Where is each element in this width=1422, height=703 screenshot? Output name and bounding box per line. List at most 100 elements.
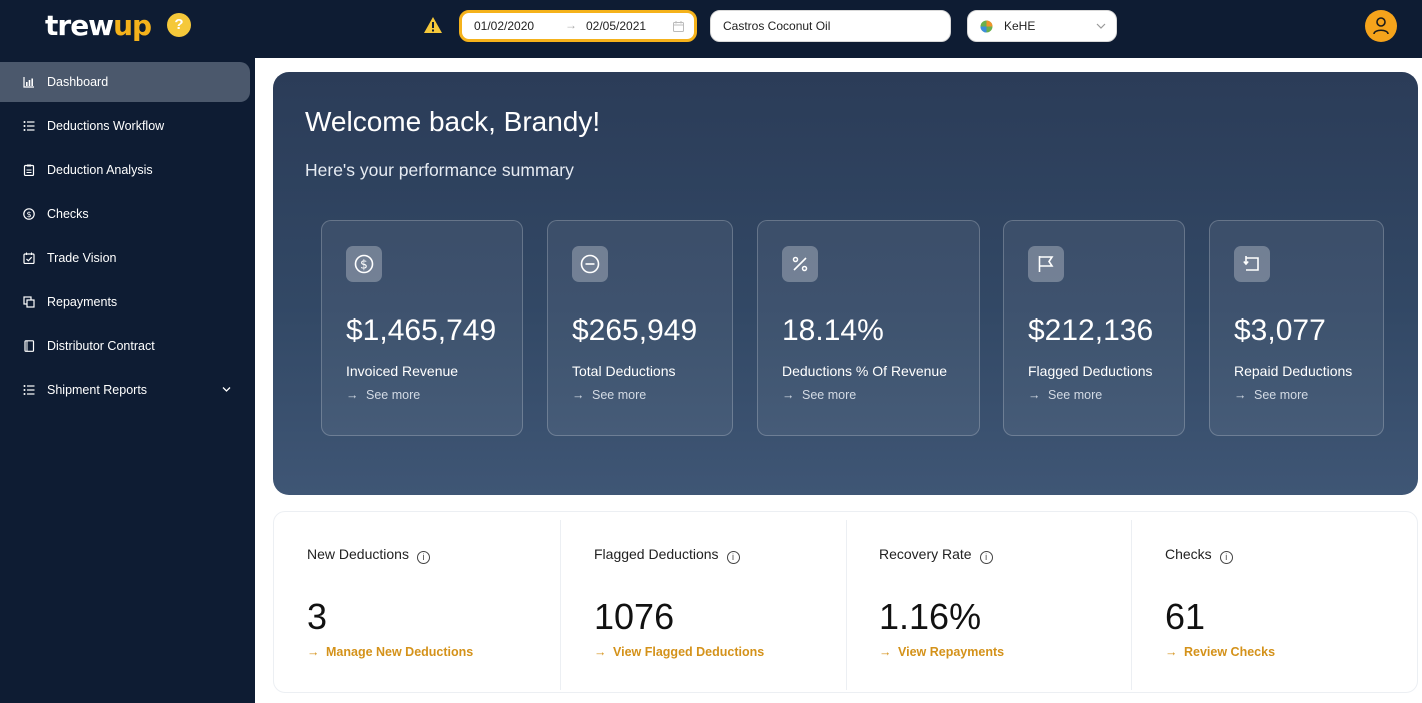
review-checks-link[interactable]: → Review Checks [1165,645,1275,659]
sidebar-item-label: Distributor Contract [47,339,155,353]
info-icon[interactable]: i [979,551,993,564]
kpi-new-deductions: New Deductions i 3 → Manage New Deductions [274,512,561,692]
sidebar-item-shipment-reports[interactable]: Shipment Reports [0,370,250,410]
kpi-title: Recovery Rate i [879,546,993,564]
card-label: Invoiced Revenue [346,363,459,379]
card-label: Total Deductions [572,363,676,379]
card-label: Deductions % Of Revenue [782,363,947,379]
kpi-title-text: Flagged Deductions [594,546,719,562]
see-more-link[interactable]: → See more [346,388,420,402]
user-avatar-button[interactable] [1365,10,1397,42]
sidebar-item-deduction-analysis[interactable]: Deduction Analysis [0,150,250,190]
kpi-title-text: Recovery Rate [879,546,972,562]
book-icon [24,340,35,352]
see-more-link[interactable]: → See more [572,388,646,402]
card-icon-box: $ [346,246,382,282]
user-icon [1373,17,1389,35]
card-icon-box [1234,246,1270,282]
see-more-label: See more [1254,388,1309,402]
minus-circle-icon [580,254,600,274]
info-icon[interactable]: i [1219,551,1233,564]
svg-text:$: $ [26,210,31,219]
distributor-select[interactable]: KeHE [967,10,1117,42]
see-more-link[interactable]: → See more [1028,388,1102,402]
calendar-check-icon [23,252,35,264]
welcome-heading: Welcome back, Brandy! [305,106,601,137]
sidebar-item-label: Deduction Analysis [47,163,153,177]
see-more-label: See more [1048,388,1103,402]
sidebar-item-label: Repayments [47,295,118,309]
sidebar-item-trade-vision[interactable]: Trade Vision [0,238,250,278]
performance-summary-panel: Welcome back, Brandy! Here's your perfor… [273,72,1418,495]
flagged-deductions-card[interactable]: $212,136 Flagged Deductions → See more [1003,220,1185,436]
kpi-link-label: Manage New Deductions [326,645,474,659]
see-more-link[interactable]: → See more [782,388,856,402]
arrow-right-icon: → [1028,388,1041,402]
card-icon-box [1028,246,1064,282]
percent-icon [792,256,808,272]
kpi-recovery-rate: Recovery Rate i 1.16% → View Repayments [846,512,1132,692]
list-icon [23,385,35,395]
sidebar-item-repayments[interactable]: Repayments [0,282,250,322]
total-deductions-card[interactable]: $265,949 Total Deductions → See more [547,220,733,436]
arrow-right-icon: → [879,645,892,659]
arrow-right-icon: → [1165,645,1178,659]
manage-new-deductions-link[interactable]: → Manage New Deductions [307,645,473,659]
clipboard-icon [23,164,35,176]
kpi-flagged-deductions: Flagged Deductions i 1076 → View Flagged D… [561,512,847,692]
view-repayments-link[interactable]: → View Repayments [879,645,1004,659]
sidebar-item-label: Dashboard [47,75,109,89]
trewup-logo[interactable]: trewup [45,9,152,43]
flag-icon [1038,256,1054,272]
list-icon [23,121,35,131]
see-more-link[interactable]: → See more [1234,388,1308,402]
warning-icon[interactable] [423,16,443,34]
sidebar-item-dashboard[interactable]: Dashboard [0,62,250,102]
date-end-input[interactable]: 02/05/2021 [586,19,647,33]
divider [560,520,561,690]
top-bar: trewup ? 01/02/2020 → 02/05/2021 Castros… [0,0,1422,58]
chevron-down-icon[interactable] [222,386,231,393]
logo-text-accent: up [113,9,152,42]
help-button[interactable]: ? [167,13,191,37]
card-value: $1,465,749 [346,314,497,347]
card-value: 18.14% [782,314,884,347]
date-range-arrow: → [565,18,577,32]
card-icon-box [782,246,818,282]
repaid-deductions-card[interactable]: $3,077 Repaid Deductions → See more [1209,220,1384,436]
deductions-percent-card[interactable]: 18.14% Deductions % Of Revenue → See more [757,220,980,436]
distributor-select-value: KeHE [1004,19,1036,33]
kpi-link-label: View Repayments [898,645,1005,659]
card-icon-box [572,246,608,282]
view-flagged-deductions-link[interactable]: → View Flagged Deductions [594,645,764,659]
kpi-value: 3 [307,596,328,637]
dollar-circle-icon: $ [354,254,374,274]
kpi-title-text: Checks [1165,546,1212,562]
kpi-row: New Deductions i 3 → Manage New Deductions… [273,511,1418,693]
info-icon[interactable]: i [726,551,740,564]
sidebar-item-label: Deductions Workflow [47,119,165,133]
info-icon[interactable]: i [416,551,430,564]
arrow-right-icon: → [307,645,320,659]
calendar-icon[interactable] [673,21,684,32]
sidebar-item-checks[interactable]: $ Checks [0,194,250,234]
arrow-right-icon: → [572,388,585,402]
kpi-title: Flagged Deductions i [594,546,740,564]
see-more-label: See more [592,388,647,402]
summary-subheading: Here's your performance summary [305,160,574,180]
chart-icon [23,77,34,88]
return-icon [1243,256,1259,271]
sidebar-item-deductions-workflow[interactable]: Deductions Workflow [0,106,250,146]
kpi-title: Checks i [1165,546,1233,564]
sidebar-item-distributor-contract[interactable]: Distributor Contract [0,326,250,366]
see-more-label: See more [366,388,421,402]
kpi-link-label: Review Checks [1184,645,1276,659]
kpi-checks: Checks i 61 → Review Checks [1132,512,1417,692]
sidebar: Dashboard Deductions Workflow Deduction … [0,58,255,703]
brand-search-input[interactable]: Castros Coconut Oil [710,10,951,42]
card-label: Repaid Deductions [1234,363,1353,379]
date-start-input[interactable]: 01/02/2020 [474,19,535,33]
kpi-value: 61 [1165,596,1206,637]
invoiced-revenue-card[interactable]: $ $1,465,749 Invoiced Revenue → See more [321,220,523,436]
date-range-picker[interactable]: 01/02/2020 → 02/05/2021 [459,10,697,42]
